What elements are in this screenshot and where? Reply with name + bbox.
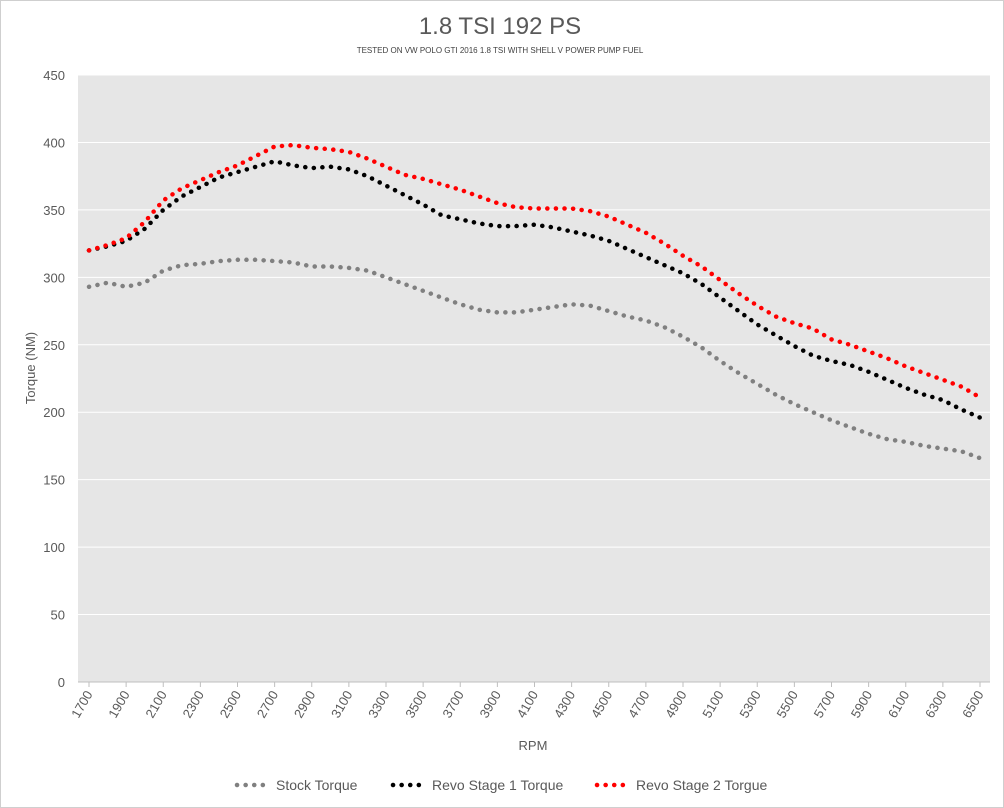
x-tick-label: 5900 — [848, 688, 875, 721]
y-tick-label: 400 — [43, 135, 65, 150]
x-tick-label: 2500 — [217, 688, 244, 721]
series-layer — [86, 142, 983, 461]
x-tick-label: 6300 — [922, 688, 949, 721]
x-tick-label: 2300 — [180, 688, 207, 721]
y-tick-label: 100 — [43, 540, 65, 555]
x-tick-label: 3500 — [402, 688, 429, 721]
legend-label: Revo Stage 1 Torque — [432, 777, 563, 793]
x-tick-label: 6100 — [885, 688, 912, 721]
x-tick-label: 1700 — [68, 688, 95, 721]
y-tick-label: 300 — [43, 270, 65, 285]
y-tick-label: 350 — [43, 203, 65, 218]
x-tick-label: 2100 — [142, 688, 169, 721]
x-tick-label: 6500 — [959, 688, 986, 721]
y-axis-title: Torque (NM) — [23, 332, 38, 404]
y-tick-label: 150 — [43, 473, 65, 488]
x-tick-label: 4300 — [551, 688, 578, 721]
x-axis: 1700 1900 2100 2300 2500 2700 2900 3100 3300 3500… — [68, 682, 987, 721]
x-tick-label: 3700 — [439, 688, 466, 721]
plot-area — [78, 75, 990, 682]
chart-title: 1.8 TSI 192 PS — [419, 13, 581, 40]
legend-label: Stock Torque — [276, 777, 358, 793]
x-tick-label: 2700 — [254, 688, 281, 721]
x-tick-label: 3900 — [477, 688, 504, 721]
x-tick-label: 3300 — [365, 688, 392, 721]
x-tick-label: 1900 — [105, 688, 132, 721]
x-axis-title: RPM — [519, 738, 548, 753]
x-tick-label: 5300 — [736, 688, 763, 721]
y-tick-label: 0 — [58, 675, 65, 690]
x-tick-label: 3100 — [328, 688, 355, 721]
y-tick-label: 250 — [43, 338, 65, 353]
legend-label: Revo Stage 2 Torgue — [636, 777, 767, 793]
chart-subtitle: TESTED ON VW POLO GTI 2016 1.8 TSI WITH … — [357, 46, 644, 55]
y-tick-label: 450 — [43, 68, 65, 83]
y-tick-label: 50 — [51, 608, 65, 623]
x-tick-label: 4700 — [625, 688, 652, 721]
legend: Stock Torque Revo Stage 1 Torque Revo Stag… — [234, 777, 767, 793]
x-tick-label: 4900 — [662, 688, 689, 721]
x-tick-label: 5700 — [811, 688, 838, 721]
series-line-2 — [86, 159, 983, 420]
x-tick-label: 4100 — [514, 688, 541, 721]
y-axis: 0 50 100 150 200 250 300 350 400 450 — [43, 68, 65, 690]
series-line-1 — [86, 257, 983, 461]
series-line-3 — [86, 142, 983, 400]
x-tick-label: 5500 — [774, 688, 801, 721]
x-tick-label: 4500 — [588, 688, 615, 721]
y-tick-label: 200 — [43, 405, 65, 420]
x-tick-label: 5100 — [699, 688, 726, 721]
x-tick-label: 2900 — [291, 688, 318, 721]
